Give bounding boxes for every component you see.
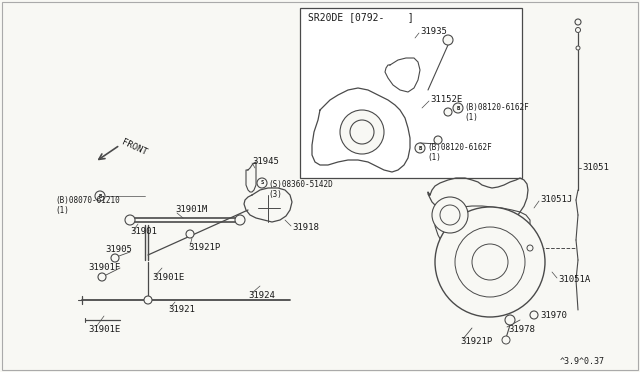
Circle shape bbox=[144, 296, 152, 304]
Text: 31924: 31924 bbox=[248, 291, 275, 299]
Circle shape bbox=[576, 46, 580, 50]
Text: (S)08360-5142D
(3): (S)08360-5142D (3) bbox=[268, 180, 333, 199]
Circle shape bbox=[415, 143, 425, 153]
Text: (B)08120-6162F
(1): (B)08120-6162F (1) bbox=[427, 143, 492, 163]
Text: 31051J: 31051J bbox=[540, 196, 572, 205]
Circle shape bbox=[527, 245, 533, 251]
Text: 31901E: 31901E bbox=[152, 273, 184, 282]
Text: (B)08070-61210
(1): (B)08070-61210 (1) bbox=[55, 196, 120, 215]
Text: 31051A: 31051A bbox=[558, 276, 590, 285]
Circle shape bbox=[435, 207, 545, 317]
Text: 31901: 31901 bbox=[130, 228, 157, 237]
Text: 31152E: 31152E bbox=[430, 96, 462, 105]
Text: 31978: 31978 bbox=[508, 326, 535, 334]
Circle shape bbox=[575, 28, 580, 32]
Text: B: B bbox=[456, 106, 460, 110]
Circle shape bbox=[111, 254, 119, 262]
Text: 31901E: 31901E bbox=[88, 326, 120, 334]
Text: ^3.9^0.37: ^3.9^0.37 bbox=[560, 357, 605, 366]
Text: B: B bbox=[419, 145, 422, 151]
Circle shape bbox=[235, 215, 245, 225]
Text: 31901M: 31901M bbox=[175, 205, 207, 215]
Text: 31901F: 31901F bbox=[88, 263, 120, 273]
Circle shape bbox=[453, 103, 463, 113]
Text: 31905: 31905 bbox=[105, 246, 132, 254]
Text: 31921P: 31921P bbox=[460, 337, 492, 346]
Text: 31935: 31935 bbox=[420, 28, 447, 36]
Circle shape bbox=[530, 311, 538, 319]
Text: 31921P: 31921P bbox=[188, 244, 220, 253]
Circle shape bbox=[502, 336, 510, 344]
Text: 31945: 31945 bbox=[252, 157, 279, 167]
Circle shape bbox=[350, 120, 374, 144]
Circle shape bbox=[186, 230, 194, 238]
Circle shape bbox=[443, 35, 453, 45]
Circle shape bbox=[125, 215, 135, 225]
Circle shape bbox=[505, 315, 515, 325]
Circle shape bbox=[434, 136, 442, 144]
Circle shape bbox=[440, 205, 460, 225]
Text: 31051: 31051 bbox=[582, 164, 609, 173]
Text: (B)08120-6162F
(1): (B)08120-6162F (1) bbox=[464, 103, 529, 122]
Circle shape bbox=[98, 273, 106, 281]
Bar bbox=[300, 8, 522, 178]
Circle shape bbox=[472, 244, 508, 280]
Circle shape bbox=[257, 178, 267, 188]
Circle shape bbox=[455, 227, 525, 297]
Text: S: S bbox=[260, 180, 264, 186]
Circle shape bbox=[432, 197, 468, 233]
Text: FRONT: FRONT bbox=[120, 138, 148, 157]
Text: SR20DE [0792-    ]: SR20DE [0792- ] bbox=[308, 12, 413, 22]
Text: 31921: 31921 bbox=[168, 305, 195, 314]
Circle shape bbox=[575, 19, 581, 25]
Circle shape bbox=[444, 108, 452, 116]
Circle shape bbox=[340, 110, 384, 154]
Text: 31918: 31918 bbox=[292, 224, 319, 232]
Text: B: B bbox=[99, 193, 102, 199]
Circle shape bbox=[95, 191, 105, 201]
Text: 31970: 31970 bbox=[540, 311, 567, 320]
